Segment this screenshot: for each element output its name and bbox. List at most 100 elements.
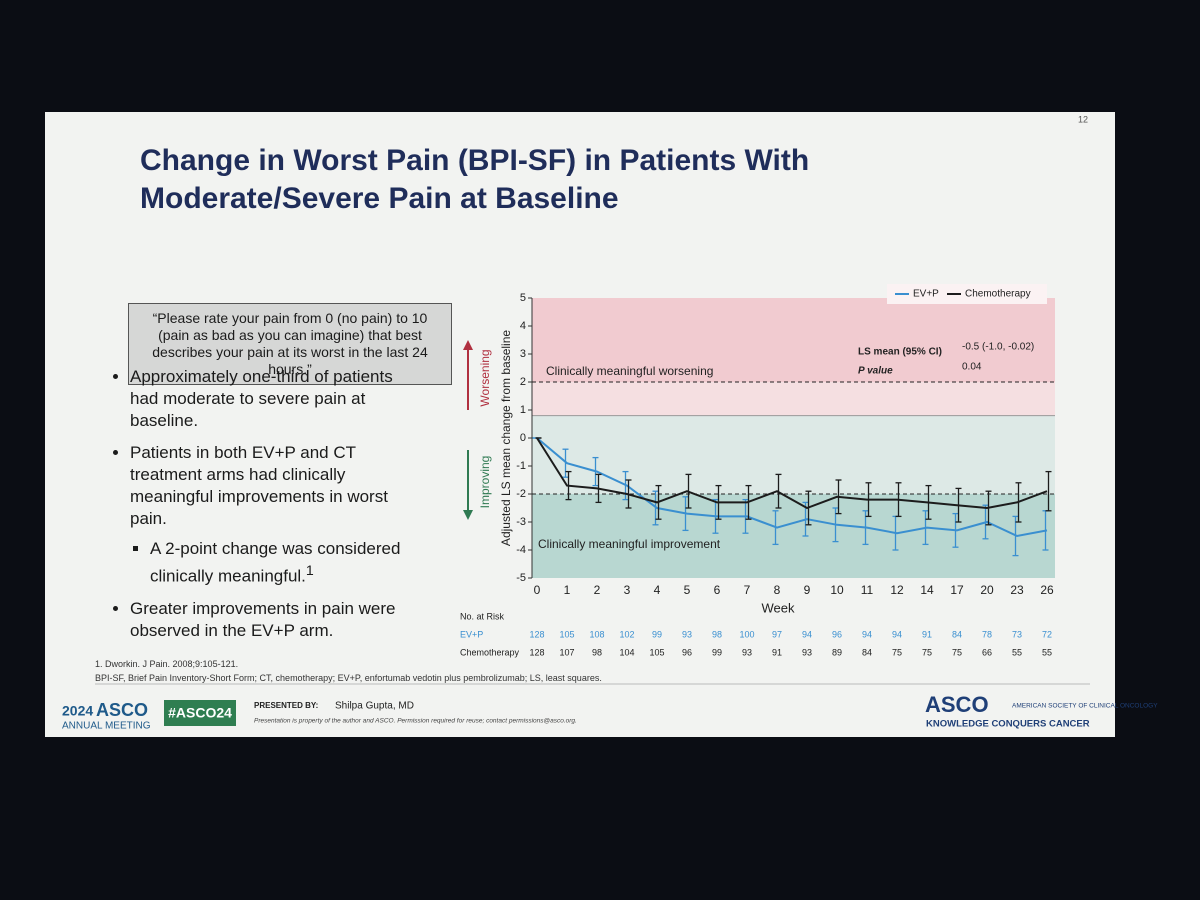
risk-value: 89 [832, 647, 842, 657]
risk-value: 100 [739, 629, 754, 639]
risk-value: 93 [802, 647, 812, 657]
y-tick-label: -3 [516, 516, 526, 528]
risk-value: 93 [742, 647, 752, 657]
series-line [536, 437, 1048, 510]
y-axis-label: Adjusted LS mean change from baseline [499, 330, 513, 546]
direction-label: Improving [478, 456, 492, 509]
society: AMERICAN SOCIETY OF CLINICAL ONCOLOGY [1012, 703, 1158, 710]
bullet-text: Greater improvements in pain were observ… [130, 598, 396, 640]
x-tick-label: 12 [890, 583, 904, 597]
risk-title: No. at Risk [460, 611, 505, 621]
risk-value: 73 [1012, 629, 1022, 639]
risk-value: 105 [649, 647, 664, 657]
risk-value: 102 [619, 629, 634, 639]
slide-title: Change in Worst Pain (BPI-SF) in Patient… [140, 144, 810, 215]
x-tick-label: 11 [861, 583, 874, 597]
footer-brand: ASCO [96, 700, 148, 720]
x-tick-label: 17 [950, 583, 964, 597]
risk-value: 107 [559, 647, 574, 657]
x-tick-label: 0 [534, 583, 541, 597]
sub-bullet-text: A 2-point change was considered clinical… [150, 539, 401, 586]
x-tick-label: 10 [830, 583, 844, 597]
risk-value: 97 [772, 629, 782, 639]
risk-value: 84 [862, 647, 872, 657]
risk-value: 75 [952, 647, 962, 657]
legend-box [887, 284, 1047, 304]
annotation: 0.04 [962, 362, 982, 373]
x-tick-label: 8 [774, 583, 781, 597]
hashtag: #ASCO24 [168, 705, 232, 721]
risk-value: 75 [922, 647, 932, 657]
tagline: KNOWLEDGE CONQUERS CANCER [926, 719, 1090, 730]
bullets: Approximately one-third of patients had … [108, 366, 408, 642]
sub-bullets: A 2-point change was considered clinical… [130, 538, 408, 588]
y-tick-label: 1 [520, 404, 526, 416]
x-tick-label: 3 [624, 583, 631, 597]
risk-value: 72 [1042, 629, 1052, 639]
threshold-label: Clinically meaningful improvement [538, 537, 721, 551]
x-tick-label: 9 [804, 583, 811, 597]
y-tick-label: -4 [516, 544, 526, 556]
direction-label: Worsening [478, 349, 492, 406]
bullet: Patients in both EV+P and CT treatment a… [130, 442, 408, 588]
bullet: Approximately one-third of patients had … [130, 366, 408, 432]
risk-value: 99 [652, 629, 662, 639]
x-tick-label: 2 [594, 583, 601, 597]
quote-box: “Please rate your pain from 0 (no pain) … [128, 303, 452, 385]
zone [532, 494, 1055, 578]
x-tick-label: 26 [1040, 583, 1054, 597]
risk-value: 104 [619, 647, 634, 657]
y-tick-label: 0 [520, 432, 526, 444]
x-axis-label: Week [762, 600, 795, 615]
risk-value: 128 [529, 629, 544, 639]
risk-value: 99 [712, 647, 722, 657]
hashtag-box [164, 700, 236, 726]
risk-value: 128 [529, 647, 544, 657]
x-tick-label: 6 [714, 583, 721, 597]
y-tick-label: -5 [516, 572, 526, 584]
footnotes: 1. Dworkin. J Pain. 2008;9:105-121. BPI-S… [95, 657, 602, 685]
series-line [536, 437, 1048, 538]
x-tick-label: 5 [684, 583, 691, 597]
legend-label: EV+P [913, 289, 939, 300]
risk-value: 96 [832, 629, 842, 639]
risk-value: 78 [982, 629, 992, 639]
y-tick-label: 5 [520, 292, 526, 304]
bullet: Greater improvements in pain were observ… [130, 598, 408, 642]
risk-value: 94 [802, 629, 812, 639]
risk-value: 75 [892, 647, 902, 657]
footer-year: 2024 [62, 703, 93, 719]
y-tick-label: -2 [516, 488, 526, 500]
risk-value: 55 [1012, 647, 1022, 657]
risk-value: 84 [952, 629, 962, 639]
slide-number: 12 [1078, 114, 1088, 124]
footer-meeting: ANNUAL MEETING [62, 721, 151, 732]
zone [532, 298, 1055, 382]
x-tick-label: 4 [654, 583, 661, 597]
threshold-label: Clinically meaningful worsening [546, 364, 713, 378]
x-tick-label: 20 [980, 583, 994, 597]
reference: 1 [305, 563, 314, 579]
arrow-head [463, 340, 473, 350]
zone [532, 415, 1055, 494]
zone [532, 382, 1055, 416]
risk-value: 94 [862, 629, 872, 639]
annotation: LS mean (95% CI) [858, 347, 942, 358]
bullet-text: Patients in both EV+P and CT treatment a… [130, 443, 388, 528]
risk-value: 96 [682, 647, 692, 657]
y-tick-label: 2 [520, 376, 526, 388]
y-tick-label: 4 [520, 320, 526, 332]
sub-bullet: A 2-point change was considered clinical… [150, 538, 408, 588]
y-tick-label: -1 [516, 460, 526, 472]
footnote: BPI-SF, Brief Pain Inventory-Short Form;… [95, 673, 602, 683]
risk-value: 91 [922, 629, 932, 639]
disclaimer: Presentation is property of the author a… [254, 718, 577, 725]
legend-label: Chemotherapy [965, 289, 1031, 300]
annotation: -0.5 (-1.0, -0.02) [962, 342, 1034, 353]
x-tick-label: 23 [1010, 583, 1024, 597]
risk-row-name: Chemotherapy [460, 647, 520, 657]
risk-value: 94 [892, 629, 902, 639]
bullet-text: Approximately one-third of patients had … [130, 367, 393, 430]
